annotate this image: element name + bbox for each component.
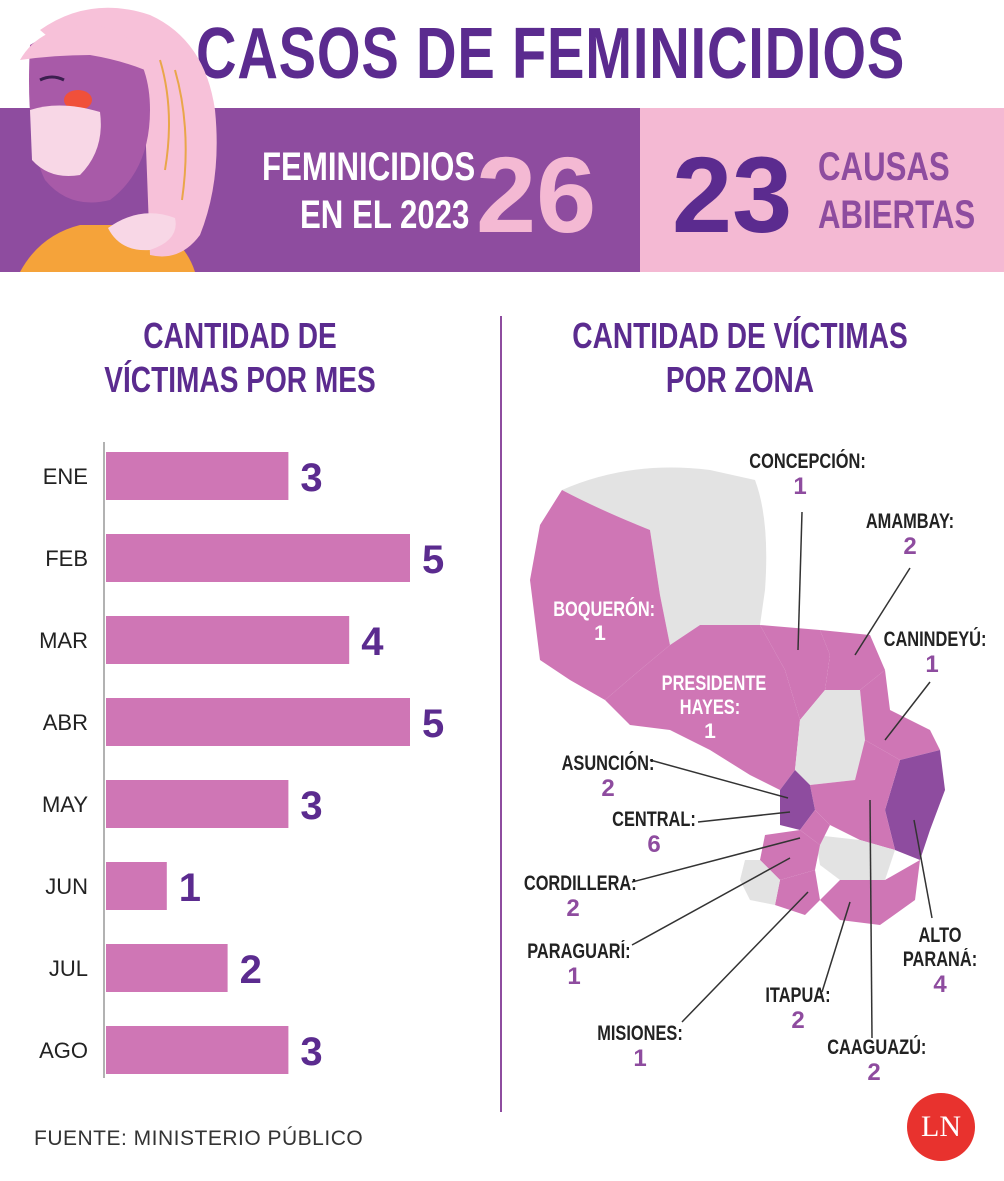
- zone-label-caaguazu: CAAGUAZÚ: 2: [827, 1036, 927, 1086]
- map-region-paraguari: [760, 830, 820, 880]
- bar-ene: [106, 452, 289, 500]
- map-region-central: [780, 770, 815, 830]
- bar-value-ene: 3: [300, 456, 322, 500]
- bar-abr: [106, 698, 410, 746]
- map-region-misiones: [775, 870, 820, 915]
- map-region-itapua: [820, 860, 920, 925]
- bar-mar: [106, 616, 350, 664]
- month-label-may: MAY: [42, 792, 88, 817]
- zone-label-alto-parana: ALTO PARANÁ: 4: [902, 924, 978, 998]
- zone-label-concepcion: CONCEPCIÓN: 1: [749, 450, 866, 500]
- bar-value-may: 3: [300, 784, 322, 828]
- monthly-section-title: CANTIDAD DE VÍCTIMAS POR MES: [104, 315, 376, 400]
- map-region-concepcion: [760, 625, 830, 720]
- crying-woman-illustration: [20, 7, 217, 272]
- bar-value-ago: 3: [300, 1030, 322, 1074]
- month-label-ago: AGO: [39, 1038, 88, 1063]
- month-label-jun: JUN: [45, 874, 88, 899]
- bar-feb: [106, 534, 410, 582]
- zone-label-itapua: ITAPUA: 2: [765, 984, 831, 1034]
- month-label-feb: FEB: [45, 546, 88, 571]
- month-label-ene: ENE: [43, 464, 88, 489]
- map-region-alto-paraguay: [562, 467, 767, 645]
- bar-jul: [106, 944, 228, 992]
- zone-label-paraguari: PARAGUARÍ: 1: [527, 940, 631, 990]
- map-region-boqueron: [530, 490, 670, 700]
- bar-value-jun: 1: [179, 866, 201, 910]
- bar-jun: [106, 862, 167, 910]
- map-region-caazapa: [815, 835, 895, 880]
- zone-label-amambay: AMAMBAY: 2: [865, 510, 955, 560]
- map-region-neembucu: [740, 860, 780, 905]
- zone-label-central: CENTRAL: 6: [612, 808, 696, 858]
- zone-label-canindeyu: CANINDEYÚ: 1: [883, 628, 987, 678]
- map-region-san-pedro: [795, 690, 865, 785]
- zone-label-boqueron: BOQUERÓN: 1: [553, 598, 656, 645]
- kpi-causas-label-2: ABIERTAS: [818, 193, 976, 237]
- month-label-jul: JUL: [49, 956, 88, 981]
- kpi-causas-label: CAUSAS: [818, 145, 950, 189]
- bar-ago: [106, 1026, 289, 1074]
- zone-label-misiones: MISIONES: 1: [597, 1022, 683, 1072]
- map-region-caaguazu: [810, 740, 900, 850]
- zone-label-asuncion: ASUNCIÓN: 2: [561, 752, 655, 802]
- section-divider: [500, 316, 502, 1112]
- map-region-amambay: [820, 630, 885, 690]
- bar-may: [106, 780, 289, 828]
- month-label-abr: ABR: [43, 710, 88, 735]
- map-region-cordillera: [800, 810, 830, 845]
- source-note: FUENTE: MINISTERIO PÚBLICO: [34, 1127, 364, 1150]
- zone-label-cordillera: CORDILLERA: 2: [523, 872, 637, 922]
- zone-label-presidente-hayes: PRESIDENTE HAYES: 1: [661, 672, 767, 743]
- ln-logo: LN: [907, 1093, 975, 1161]
- kpi-causas-value: 23: [672, 134, 793, 255]
- kpi-feminicidios-value: 26: [476, 134, 597, 255]
- bar-value-feb: 5: [422, 538, 444, 582]
- bar-value-mar: 4: [361, 620, 384, 664]
- kpi-feminicidios-label-2: EN EL 2023: [300, 193, 470, 237]
- zone-section-title: CANTIDAD DE VÍCTIMAS POR ZONA: [572, 315, 908, 400]
- map-region-canindeyu: [860, 670, 940, 760]
- monthly-bar-chart: ENE 3 FEB 5 MAR 4 ABR 5 MAY 3 JUN 1 JUL 2 AGO 3: [39, 442, 444, 1078]
- kpi-feminicidios-label: FEMINICIDIOS: [262, 145, 476, 189]
- bar-value-abr: 5: [422, 702, 444, 746]
- map-region-presidente-hayes: [605, 625, 800, 790]
- bar-value-jul: 2: [240, 948, 262, 992]
- map-region-alto-parana: [885, 750, 945, 860]
- map-leader-lines: [631, 511, 933, 1039]
- kpi-banner-right: [640, 108, 1004, 272]
- paraguay-zone-map: [530, 467, 945, 1039]
- page-title: CASOS DE FEMINICIDIOS: [196, 14, 906, 94]
- month-label-mar: MAR: [39, 628, 88, 653]
